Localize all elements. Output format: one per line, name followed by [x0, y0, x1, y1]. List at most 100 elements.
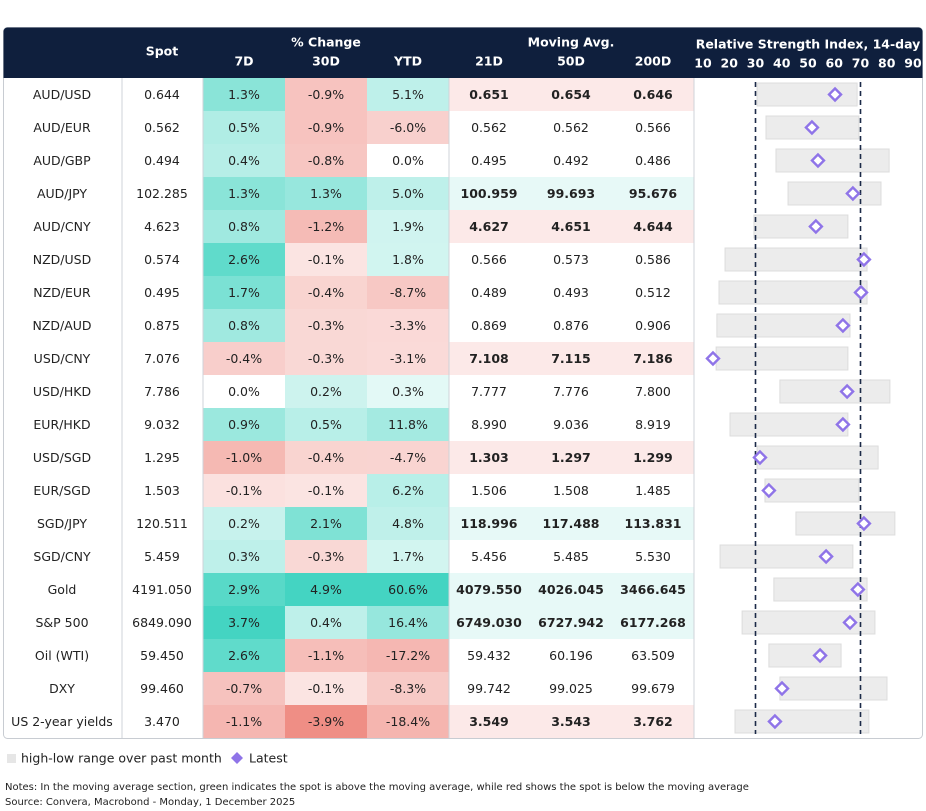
change-value: -0.4% [308, 450, 344, 465]
ma-value: 59.432 [467, 648, 511, 663]
ma-value: 0.562 [471, 120, 507, 135]
rsi-tick-label: 70 [852, 56, 870, 71]
rsi-latest-marker [835, 416, 851, 433]
ma-row-highlight [449, 210, 694, 243]
change-cell [367, 375, 449, 408]
ma-value: 0.876 [553, 318, 589, 333]
change-cell [203, 474, 285, 507]
pair-label: AUD/CNY [33, 219, 91, 234]
ma-value: 7.108 [469, 351, 509, 366]
pair-label: NZD/AUD [32, 318, 91, 333]
change-cell [285, 639, 367, 672]
pair-label: US 2-year yields [11, 714, 113, 729]
ma-value: 8.990 [471, 417, 507, 432]
change-cell [285, 78, 367, 111]
ma-value: 7.777 [471, 384, 507, 399]
rsi-range-bar [756, 82, 858, 107]
spot-value: 9.032 [144, 417, 180, 432]
rsi-range-bar [734, 709, 870, 734]
change-cell [285, 111, 367, 144]
change-value: -0.3% [308, 549, 344, 564]
ma-value: 0.906 [635, 318, 671, 333]
rsi-range-bar [779, 676, 888, 701]
change-value: -8.7% [390, 285, 426, 300]
ma-value: 8.919 [635, 417, 671, 432]
ma-value: 6177.268 [620, 615, 686, 630]
ma-value: 0.651 [469, 87, 509, 102]
change-cell [367, 177, 449, 210]
change-value: 5.0% [392, 186, 424, 201]
ma-value: 3.549 [469, 714, 509, 729]
rsi-header: Relative Strength Index, 14-day [696, 37, 921, 52]
change-value: 0.5% [310, 417, 342, 432]
pair-label: Oil (WTI) [35, 648, 89, 663]
ma-value: 0.573 [553, 252, 589, 267]
change-cell [203, 309, 285, 342]
change-value: -3.1% [390, 351, 426, 366]
pair-label: AUD/EUR [33, 120, 91, 135]
column-header: 200D [635, 54, 671, 69]
change-value: -0.3% [308, 351, 344, 366]
spot-value: 4191.050 [132, 582, 192, 597]
change-cell [285, 210, 367, 243]
legend-latest: Latest [249, 751, 288, 766]
spot-value: 7.076 [144, 351, 180, 366]
ma-value: 99.025 [549, 681, 593, 696]
change-value: -0.3% [308, 318, 344, 333]
spot-value: 0.644 [144, 87, 180, 102]
rsi-latest-marker [761, 482, 777, 499]
change-value: -1.0% [226, 450, 262, 465]
rsi-latest-marker [845, 185, 861, 202]
change-cell [203, 639, 285, 672]
change-cell [285, 705, 367, 738]
column-header: 21D [475, 54, 503, 69]
change-value: -17.2% [386, 648, 430, 663]
change-value: -6.0% [390, 120, 426, 135]
rsi-latest-marker [812, 647, 828, 664]
ma-value: 0.495 [471, 153, 507, 168]
change-value: 0.8% [228, 318, 260, 333]
change-cell [285, 408, 367, 441]
ma-value: 0.492 [553, 153, 589, 168]
rsi-latest-marker [853, 284, 869, 301]
rsi-latest-marker [804, 119, 820, 136]
pair-label: S&P 500 [35, 615, 88, 630]
change-value: -0.1% [308, 483, 344, 498]
change-value: 4.8% [392, 516, 424, 531]
rsi-range-bar [795, 511, 896, 536]
spot-value: 59.450 [140, 648, 184, 663]
pair-label: SGD/CNY [33, 549, 91, 564]
ma-value: 1.508 [553, 483, 589, 498]
change-cell [285, 507, 367, 540]
ma-value: 0.586 [635, 252, 671, 267]
change-cell [203, 672, 285, 705]
change-cell [285, 177, 367, 210]
change-cell [203, 177, 285, 210]
spot-value: 0.574 [144, 252, 180, 267]
change-cell [203, 111, 285, 144]
change-cell [203, 705, 285, 738]
rsi-range-bar [716, 313, 851, 338]
change-value: 0.9% [228, 417, 260, 432]
change-value: 1.9% [392, 219, 424, 234]
ma-value: 4.644 [633, 219, 673, 234]
rsi-range-bar [764, 478, 860, 503]
change-cell [367, 705, 449, 738]
ma-value: 0.646 [633, 87, 673, 102]
ma-value: 7.776 [553, 384, 589, 399]
ma-value: 0.869 [471, 318, 507, 333]
change-value: 1.3% [228, 186, 260, 201]
ma-row-highlight [449, 342, 694, 375]
rsi-tick-label: 50 [799, 56, 817, 71]
rsi-latest-marker [850, 581, 866, 598]
change-value: 60.6% [388, 582, 428, 597]
change-value: 0.2% [228, 516, 260, 531]
ma-value: 0.489 [471, 285, 507, 300]
change-cell [367, 408, 449, 441]
rsi-range-bar [768, 643, 842, 668]
notes: Notes: In the moving average section, gr… [5, 782, 749, 793]
change-value: -0.9% [308, 120, 344, 135]
change-cell [203, 276, 285, 309]
rsi-range-bar [724, 247, 868, 272]
